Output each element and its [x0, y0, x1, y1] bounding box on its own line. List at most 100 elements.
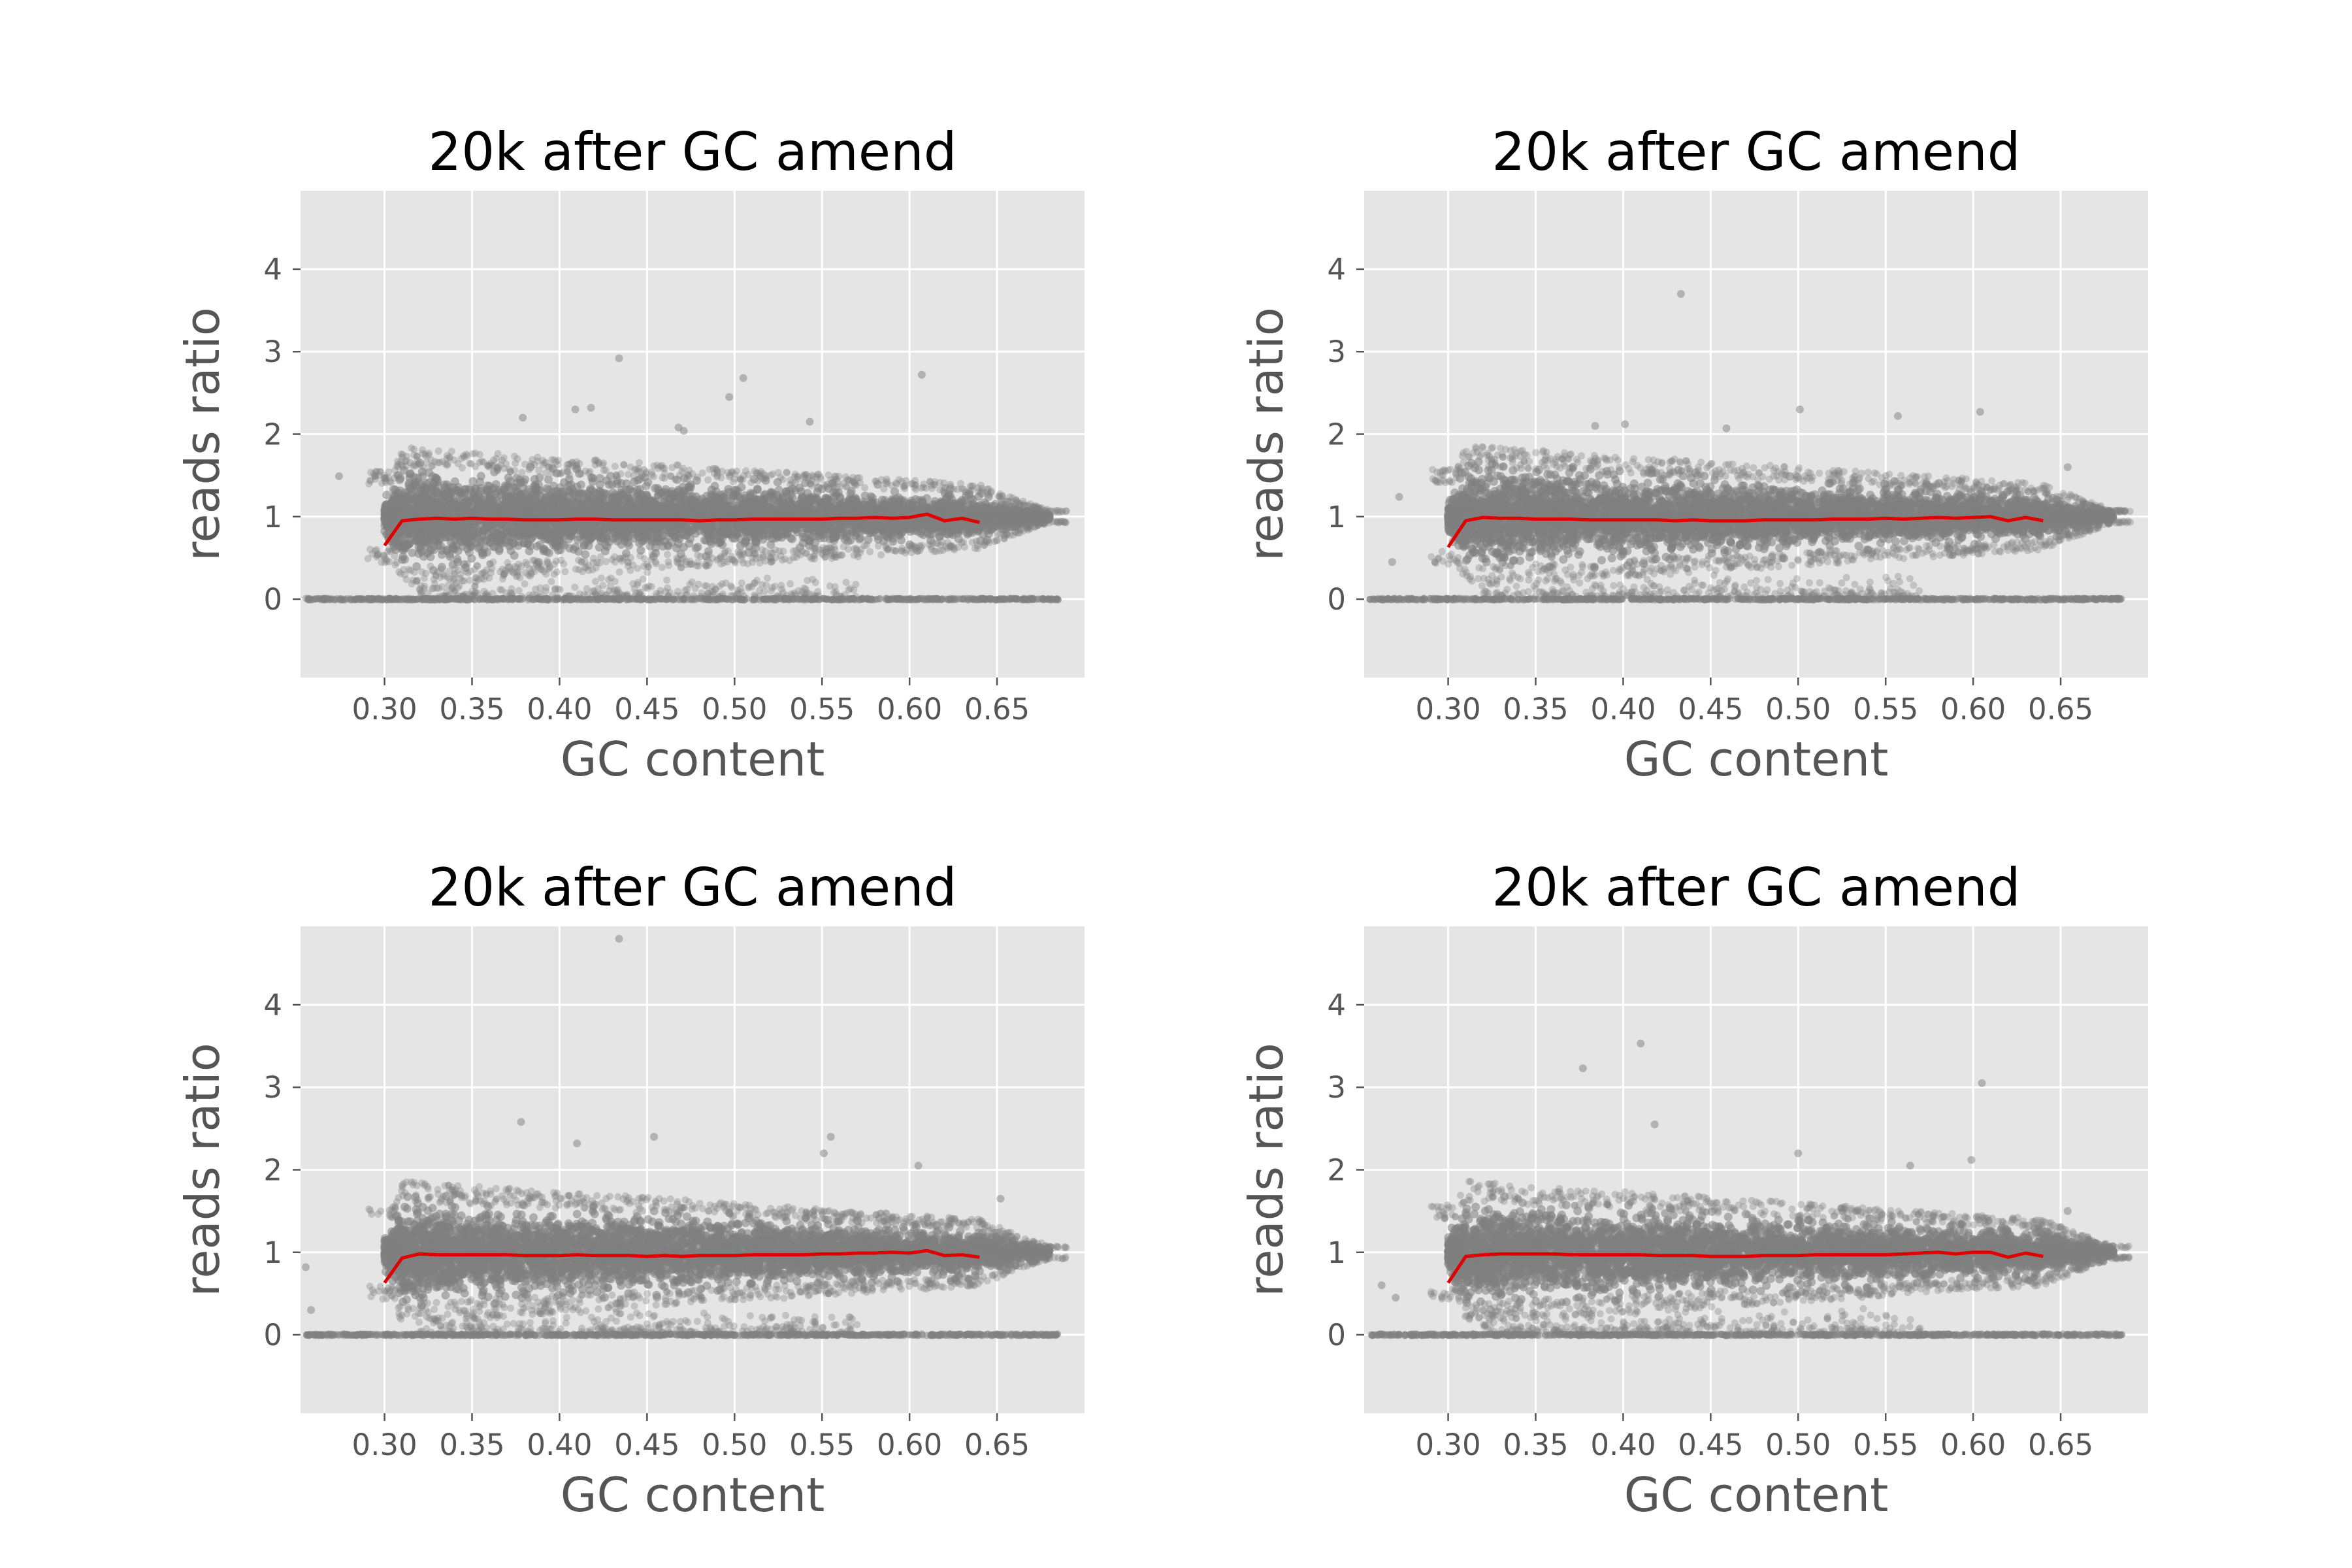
scatter-point — [479, 532, 488, 541]
scatter-point — [664, 542, 673, 551]
scatter-point — [704, 531, 713, 540]
scatter-point — [733, 487, 742, 496]
scatter-point — [748, 489, 757, 498]
scatter-point — [608, 480, 617, 489]
scatter-point — [678, 490, 687, 499]
scatter-point — [513, 532, 522, 541]
scatter-point — [406, 469, 415, 478]
y-tick-label: 3 — [263, 335, 282, 369]
scatter-point — [976, 536, 985, 546]
scatter-point — [923, 494, 932, 503]
x-tick-label: 0.65 — [964, 692, 1030, 727]
scatter-point — [544, 475, 553, 484]
scatter-point — [525, 546, 534, 555]
scatter-point — [776, 521, 785, 530]
scatter-point — [864, 535, 873, 544]
y-tick-label: 4 — [263, 252, 282, 287]
scatter-point — [663, 504, 672, 514]
scatter-point — [692, 476, 701, 485]
scatter-point — [804, 528, 813, 537]
scatter-point — [490, 467, 499, 476]
scatter-point — [617, 540, 626, 549]
x-tick-label: 0.45 — [614, 692, 679, 727]
scatter-point — [889, 534, 898, 543]
scatter-point — [595, 474, 604, 483]
scatter-point — [463, 539, 472, 548]
scatter-point — [476, 472, 485, 481]
scatter-point — [453, 555, 462, 564]
scatter-point — [429, 566, 438, 575]
scatter-point — [602, 489, 612, 498]
x-tick-label: 0.50 — [702, 692, 767, 727]
scatter-point — [672, 544, 681, 553]
scatter-point — [862, 502, 872, 511]
scatter-point — [732, 497, 741, 506]
scatter-point — [418, 472, 427, 481]
scatter-point — [740, 538, 749, 547]
scatter-point — [824, 495, 833, 504]
scatter-point — [399, 504, 408, 513]
scatter-point — [542, 527, 551, 536]
scatter-point — [713, 508, 723, 517]
scatter-point — [472, 495, 482, 504]
scatter-point — [569, 545, 578, 554]
scatter-point — [535, 521, 544, 530]
scatter-point — [562, 486, 571, 495]
scatter-point — [685, 511, 694, 520]
scatter-point — [510, 539, 519, 548]
scatter-point — [579, 525, 588, 534]
scatter-point — [517, 490, 527, 499]
scatter-point — [569, 505, 578, 514]
x-tick-label: 0.60 — [877, 692, 942, 727]
scatter-point — [860, 523, 869, 532]
scatter-point — [632, 504, 642, 513]
scatter-point — [382, 491, 391, 500]
scatter-point — [576, 480, 585, 489]
y-tick-label: 1 — [263, 500, 282, 534]
scatter-point — [399, 546, 408, 555]
scatter-point — [716, 538, 725, 547]
scatter-point — [974, 492, 983, 501]
scatter-point — [575, 469, 584, 478]
scatter-point — [568, 525, 577, 534]
scatter-point — [500, 521, 509, 530]
x-tick-label: 0.55 — [789, 692, 855, 727]
scatter-point — [427, 493, 436, 502]
scatter-point — [440, 480, 449, 489]
scatter-point — [553, 492, 563, 501]
scatter-point — [919, 525, 928, 534]
scatter-point — [621, 485, 630, 495]
y-tick-label: 0 — [263, 582, 282, 617]
scatter-point — [860, 491, 870, 500]
scatter-point — [597, 534, 606, 543]
scatter-point — [429, 479, 438, 488]
scatter-point — [526, 463, 535, 472]
scatter-point — [642, 482, 651, 491]
scatter-point — [438, 546, 447, 555]
scatter-point — [711, 487, 721, 496]
scatter-point — [478, 548, 487, 557]
scatter-point — [581, 550, 590, 559]
scatter-point — [851, 531, 860, 540]
scatter-point — [464, 504, 473, 513]
x-tick-label: 0.35 — [439, 692, 504, 727]
scatter-point — [389, 485, 398, 494]
scatter-point — [406, 483, 415, 492]
scatter-point — [773, 478, 782, 487]
scatter-point — [578, 489, 587, 498]
scatter-point — [757, 521, 766, 530]
x-tick-label: 0.40 — [527, 692, 592, 727]
scatter-point — [816, 534, 825, 543]
scatter-point — [766, 521, 776, 530]
scatter-point — [582, 538, 591, 547]
scatter-point — [595, 480, 604, 489]
scatter-point — [437, 563, 446, 572]
scatter-point — [707, 539, 716, 548]
scatter-point — [744, 548, 753, 557]
x-tick-label: 0.30 — [351, 692, 417, 727]
scatter-point — [749, 474, 759, 483]
scatter-point — [504, 563, 514, 572]
y-tick-label: 2 — [263, 417, 282, 452]
